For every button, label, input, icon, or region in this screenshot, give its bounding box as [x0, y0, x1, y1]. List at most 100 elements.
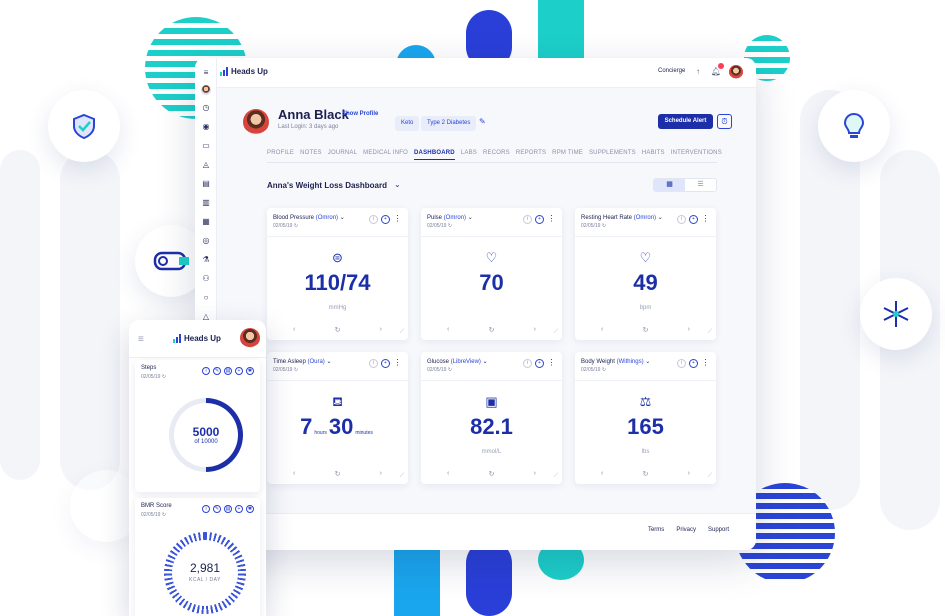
more-icon[interactable]: ⋮	[393, 214, 402, 223]
bell-icon[interactable]: 🔔︎	[710, 63, 724, 78]
chevron-left-icon[interactable]: ‹	[293, 470, 296, 477]
chevron-down-icon[interactable]: ⌄	[657, 215, 663, 221]
user-avatar[interactable]	[729, 65, 743, 79]
chevron-left-icon[interactable]: ‹	[447, 326, 450, 333]
sidebar-avatar[interactable]	[201, 85, 211, 95]
chevron-down-icon[interactable]: ⌄	[339, 215, 345, 221]
mobile-user-avatar[interactable]	[240, 328, 260, 348]
resize-handle-icon[interactable]: ⟋	[399, 329, 404, 335]
refresh-icon[interactable]: ↻	[642, 327, 649, 334]
concierge-link[interactable]: Concierge	[658, 68, 686, 74]
sync-icon[interactable]: ↻	[447, 223, 453, 229]
add-icon[interactable]: +	[535, 359, 544, 368]
show-profile-link[interactable]: Show Profile	[342, 111, 379, 117]
clipboard-icon[interactable]: ▤	[202, 179, 210, 188]
chevron-left-icon[interactable]: ‹	[601, 326, 604, 333]
edit-icon[interactable]: ✎	[213, 367, 221, 375]
tab-profile[interactable]: PROFILE	[267, 150, 295, 156]
chevron-right-icon[interactable]: ›	[379, 326, 382, 333]
sync-icon[interactable]: ↻	[161, 512, 167, 518]
chevron-left-icon[interactable]: ‹	[447, 470, 450, 477]
chart-icon[interactable]: ▤	[224, 367, 232, 375]
refresh-icon[interactable]: ↻	[334, 327, 341, 334]
info-icon[interactable]: i	[369, 215, 378, 224]
chat-icon[interactable]: ▭	[202, 141, 210, 150]
calendar-alert-button[interactable]: ⏰︎	[717, 114, 732, 129]
more-icon[interactable]: ⋮	[701, 214, 710, 223]
add-icon[interactable]: +	[235, 505, 243, 513]
edit-tags-icon[interactable]: ✎	[479, 117, 486, 126]
grid-view-icon[interactable]: ▦	[654, 179, 685, 191]
settings-icon[interactable]: ✱	[246, 367, 254, 375]
chevron-right-icon[interactable]: ›	[687, 470, 690, 477]
document-icon[interactable]: ▥	[202, 198, 210, 207]
tab-interventions[interactable]: INTERVENTIONS	[670, 150, 722, 156]
settings-icon[interactable]: ✱	[246, 505, 254, 513]
resize-handle-icon[interactable]: ⟋	[707, 473, 712, 479]
dashboard-title[interactable]: Anna's Weight Loss Dashboard	[267, 181, 387, 190]
history-icon[interactable]: ◷	[202, 103, 210, 112]
info-icon[interactable]: i	[677, 359, 686, 368]
privacy-link[interactable]: Privacy	[676, 527, 696, 533]
chevron-left-icon[interactable]: ‹	[293, 326, 296, 333]
edit-icon[interactable]: ✎	[213, 505, 221, 513]
chevron-down-icon[interactable]: ⌄	[394, 180, 401, 189]
info-icon[interactable]: i	[202, 367, 210, 375]
profile-icon[interactable]: ◉	[202, 122, 210, 131]
add-icon[interactable]: +	[381, 359, 390, 368]
sync-icon[interactable]: ↻	[293, 223, 299, 229]
settings-icon[interactable]: ◎	[202, 236, 210, 245]
education-icon[interactable]: △	[202, 312, 210, 321]
schedule-alert-button[interactable]: Schedule Alert	[658, 114, 713, 129]
chevron-down-icon[interactable]: ⌄	[326, 359, 332, 365]
tab-supplements[interactable]: SUPPLEMENTS	[588, 150, 636, 156]
more-icon[interactable]: ⋮	[547, 214, 556, 223]
tab-records[interactable]: RECORS	[482, 150, 510, 156]
resize-handle-icon[interactable]: ⟋	[553, 473, 558, 479]
bulb-icon[interactable]: ○	[203, 293, 209, 302]
chevron-down-icon[interactable]: ⌄	[645, 359, 651, 365]
resize-handle-icon[interactable]: ⟋	[553, 329, 558, 335]
info-icon[interactable]: i	[523, 359, 532, 368]
more-icon[interactable]: ⋮	[547, 358, 556, 367]
alert-icon[interactable]: ◬	[202, 160, 210, 169]
resize-handle-icon[interactable]: ⟋	[707, 329, 712, 335]
hamburger-icon[interactable]: ≡	[138, 334, 144, 345]
sync-icon[interactable]: ↻	[161, 374, 167, 380]
upload-icon[interactable]: ↑	[696, 67, 700, 76]
list-view-icon[interactable]: ☰	[697, 181, 704, 188]
terms-link[interactable]: Terms	[647, 527, 665, 533]
chevron-down-icon[interactable]: ⌄	[467, 215, 473, 221]
brand-logo[interactable]: Heads Up	[220, 67, 268, 76]
resize-handle-icon[interactable]: ⟋	[399, 473, 404, 479]
sync-icon[interactable]: ↻	[293, 367, 299, 373]
add-icon[interactable]: +	[689, 359, 698, 368]
add-icon[interactable]: +	[235, 367, 243, 375]
menu-icon[interactable]: ≡	[203, 68, 209, 77]
tab-reports[interactable]: REPORTS	[515, 150, 547, 156]
mobile-brand-logo[interactable]: Heads Up	[173, 334, 221, 343]
more-icon[interactable]: ⋮	[701, 358, 710, 367]
team-icon[interactable]: ⚇	[202, 274, 210, 283]
refresh-icon[interactable]: ↻	[642, 471, 649, 478]
chevron-right-icon[interactable]: ›	[687, 326, 690, 333]
more-icon[interactable]: ⋮	[393, 358, 402, 367]
tab-dashboard[interactable]: DASHBOARD	[414, 150, 455, 160]
chevron-down-icon[interactable]: ⌄	[482, 359, 488, 365]
sync-icon[interactable]: ↻	[447, 367, 453, 373]
info-icon[interactable]: i	[369, 359, 378, 368]
tab-habits[interactable]: HABITS	[641, 150, 665, 156]
card-source[interactable]: (Oura)	[307, 359, 325, 365]
tab-rpm-time[interactable]: RPM TIME	[552, 150, 583, 156]
chevron-right-icon[interactable]: ›	[533, 470, 536, 477]
chart-icon[interactable]: ▤	[224, 505, 232, 513]
support-link[interactable]: Support	[707, 527, 729, 533]
tab-labs[interactable]: LABS	[460, 150, 477, 156]
info-icon[interactable]: i	[202, 505, 210, 513]
card-source[interactable]: (Withings)	[616, 359, 644, 365]
card-source[interactable]: (Omron)	[633, 215, 657, 221]
sync-icon[interactable]: ↻	[601, 223, 607, 229]
tab-medical-info[interactable]: MEDICAL INFO	[363, 150, 409, 156]
add-icon[interactable]: +	[535, 215, 544, 224]
chevron-right-icon[interactable]: ›	[379, 470, 382, 477]
